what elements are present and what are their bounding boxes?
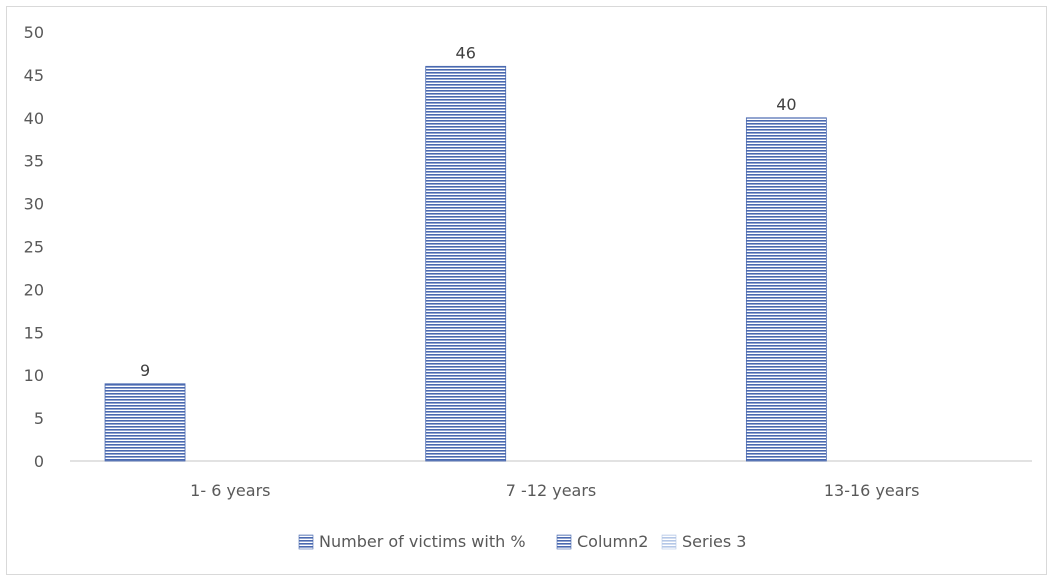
bar-2 bbox=[425, 65, 507, 462]
bar-3 bbox=[745, 117, 827, 462]
y-tick-label: 15 bbox=[24, 323, 44, 342]
y-tick-label: 35 bbox=[24, 152, 44, 171]
legend-item: Series 3 bbox=[661, 532, 746, 551]
legend-item: Number of victims with % bbox=[298, 532, 526, 551]
data-label: 40 bbox=[776, 95, 796, 114]
y-axis-ticks: 0 5 10 15 20 25 30 35 40 45 50 bbox=[24, 23, 44, 471]
x-category-label: 7 -12 years bbox=[506, 481, 597, 500]
y-tick-label: 40 bbox=[24, 109, 44, 128]
y-tick-label: 0 bbox=[34, 452, 44, 471]
legend-label: Column2 bbox=[577, 532, 648, 551]
chart-border bbox=[6, 6, 1047, 575]
y-tick-label: 50 bbox=[24, 23, 44, 42]
x-category-label: 13-16 years bbox=[824, 481, 920, 500]
bars-group: 9 46 40 bbox=[104, 43, 827, 462]
y-tick-label: 25 bbox=[24, 238, 44, 257]
y-tick-label: 5 bbox=[34, 409, 44, 428]
data-label: 9 bbox=[140, 361, 150, 380]
y-tick-label: 10 bbox=[24, 366, 44, 385]
bar-1 bbox=[104, 383, 186, 462]
legend-item: Column2 bbox=[556, 532, 648, 551]
x-axis-labels: 1- 6 years 7 -12 years 13-16 years bbox=[190, 481, 919, 500]
y-tick-label: 45 bbox=[24, 66, 44, 85]
legend-swatch bbox=[661, 534, 677, 550]
x-category-label: 1- 6 years bbox=[190, 481, 270, 500]
legend-swatch bbox=[298, 534, 314, 550]
legend: Number of victims with % Column2 Series 3 bbox=[298, 532, 746, 551]
legend-swatch bbox=[556, 534, 572, 550]
y-tick-label: 30 bbox=[24, 195, 44, 214]
legend-label: Number of victims with % bbox=[319, 532, 526, 551]
legend-label: Series 3 bbox=[682, 532, 746, 551]
data-label: 46 bbox=[456, 43, 476, 62]
y-tick-label: 20 bbox=[24, 280, 44, 299]
